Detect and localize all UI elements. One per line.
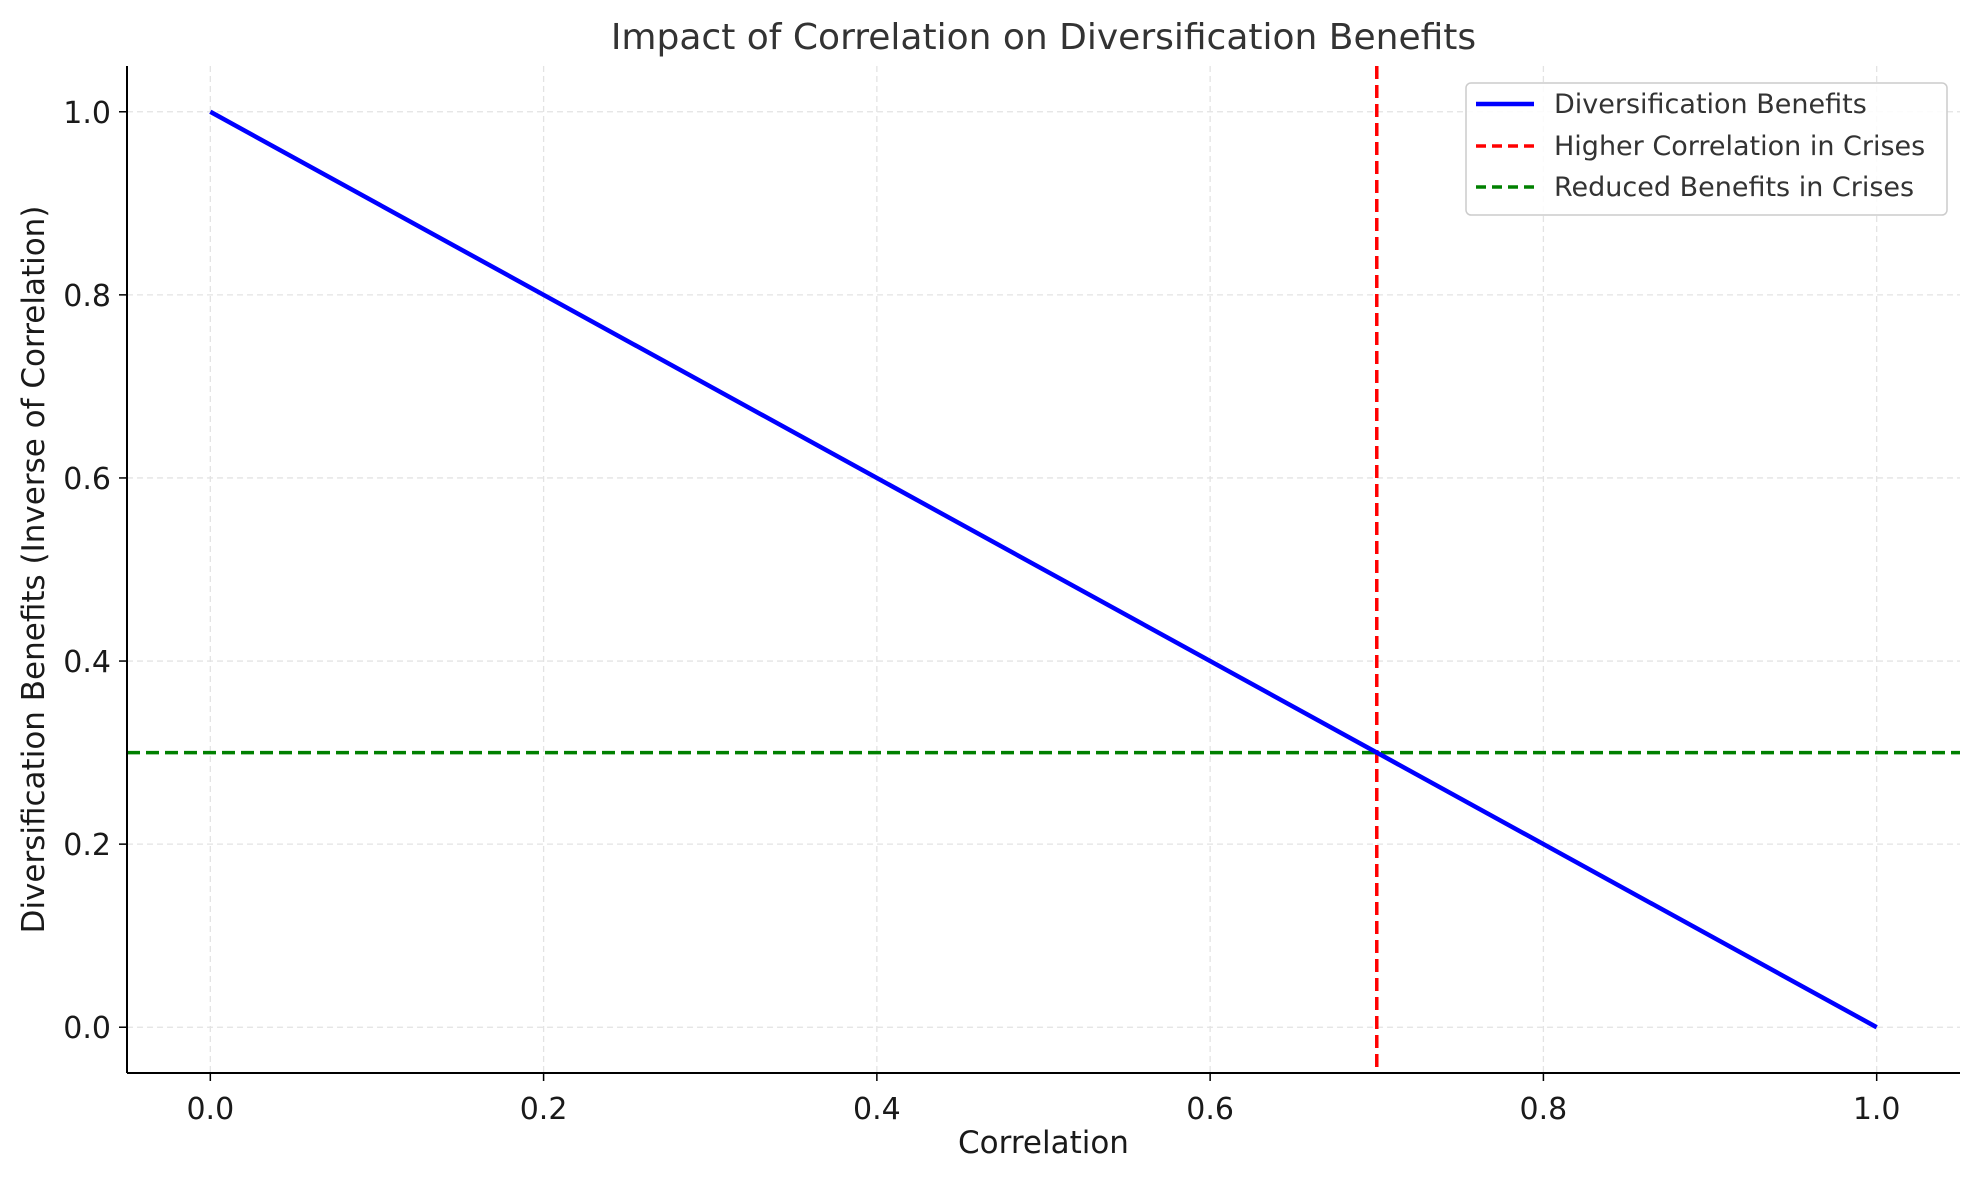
legend-label-higher-correlation: Higher Correlation in Crises bbox=[1554, 131, 1925, 162]
y-tick-label: 0.4 bbox=[63, 645, 111, 680]
x-tick-label: 0.6 bbox=[1186, 1092, 1234, 1127]
plot-area bbox=[127, 66, 1960, 1073]
x-tick-label: 0.4 bbox=[853, 1092, 901, 1127]
x-axis-label: Correlation bbox=[958, 1125, 1129, 1161]
y-tick-label: 1.0 bbox=[63, 96, 111, 131]
y-axis-label: Diversification Benefits (Inverse of Cor… bbox=[16, 206, 52, 934]
grid bbox=[127, 66, 1960, 1073]
x-tick-label: 1.0 bbox=[1853, 1092, 1901, 1127]
x-tick-label: 0.8 bbox=[1520, 1092, 1568, 1127]
y-tick-label: 0.8 bbox=[63, 279, 111, 314]
chart-title: Impact of Correlation on Diversification… bbox=[611, 17, 1476, 58]
legend-box bbox=[1465, 82, 1948, 216]
legend-label-diversification-benefits: Diversification Benefits bbox=[1554, 89, 1867, 120]
y-tick-label: 0.2 bbox=[63, 828, 111, 863]
x-tick-label: 0.0 bbox=[186, 1092, 234, 1127]
series-line-diversification-benefits bbox=[209, 109, 1878, 1030]
legend: Diversification Benefits Higher Correlat… bbox=[1465, 82, 1948, 216]
y-tick-label: 0.0 bbox=[63, 1011, 111, 1046]
y-tick-label: 0.6 bbox=[63, 462, 111, 497]
x-tick-label: 0.2 bbox=[520, 1092, 568, 1127]
legend-label-reduced-benefits: Reduced Benefits in Crises bbox=[1554, 172, 1914, 203]
ticks: 0.0 0.2 0.4 0.6 0.8 1.0 0.0 0.2 0.4 0.6 0.8 1.0 bbox=[63, 96, 1900, 1127]
axes bbox=[126, 66, 1960, 1074]
